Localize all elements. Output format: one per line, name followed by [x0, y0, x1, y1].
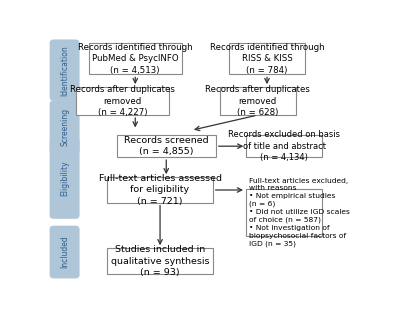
FancyBboxPatch shape	[229, 43, 305, 75]
Text: Identification: Identification	[60, 45, 69, 95]
Text: Records identified through
PubMed & PsycINFO
(n = 4,513): Records identified through PubMed & Psyc…	[78, 43, 192, 75]
Text: Records after duplicates
removed
(n = 4,227): Records after duplicates removed (n = 4,…	[70, 85, 175, 117]
Text: Screening: Screening	[60, 108, 69, 146]
FancyBboxPatch shape	[220, 87, 296, 115]
Text: Full-text articles excluded,
with reasons
• Not empirical studies
(n = 6)
• Did : Full-text articles excluded, with reason…	[248, 178, 350, 247]
FancyBboxPatch shape	[76, 87, 169, 115]
Text: Records excluded on basis
of title and abstract
(n = 4,134): Records excluded on basis of title and a…	[228, 130, 340, 162]
Text: Eligibility: Eligibility	[60, 161, 69, 196]
FancyBboxPatch shape	[107, 177, 213, 203]
Text: Included: Included	[60, 236, 69, 268]
FancyBboxPatch shape	[50, 138, 79, 218]
FancyBboxPatch shape	[117, 135, 216, 157]
FancyBboxPatch shape	[107, 248, 213, 274]
Text: Records screened
(n = 4,855): Records screened (n = 4,855)	[124, 136, 208, 156]
Text: Full-text articles assessed
for eligibility
(n = 721): Full-text articles assessed for eligibil…	[98, 174, 222, 206]
FancyBboxPatch shape	[246, 189, 322, 236]
FancyBboxPatch shape	[50, 40, 79, 100]
FancyBboxPatch shape	[50, 101, 79, 154]
Text: Records after duplicates
removed
(n = 628): Records after duplicates removed (n = 62…	[205, 85, 310, 117]
FancyBboxPatch shape	[89, 43, 182, 75]
FancyBboxPatch shape	[50, 226, 79, 278]
Text: Studies included in
qualitative synthesis
(n = 93): Studies included in qualitative synthesi…	[111, 245, 209, 277]
FancyBboxPatch shape	[246, 135, 322, 157]
Text: Records identified through
RISS & KISS
(n = 784): Records identified through RISS & KISS (…	[210, 43, 324, 75]
